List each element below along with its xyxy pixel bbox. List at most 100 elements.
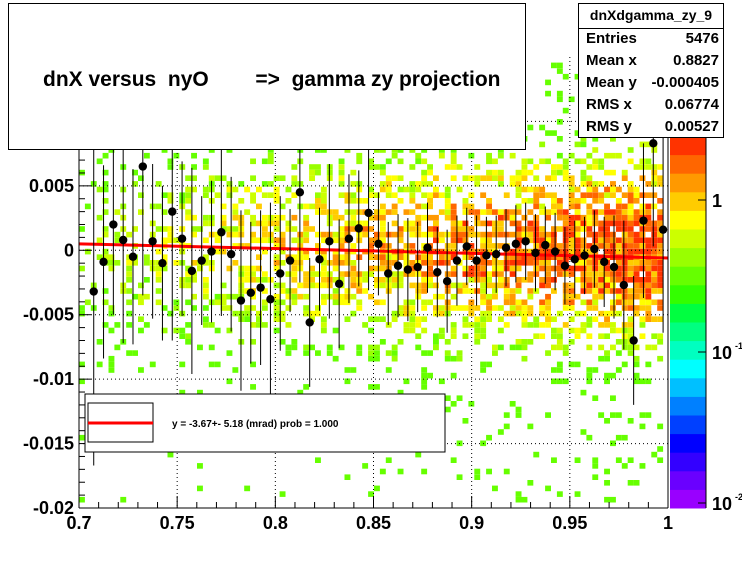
profile-point bbox=[207, 247, 216, 256]
profile-point bbox=[187, 266, 197, 276]
heatmap-cell bbox=[279, 491, 286, 497]
heatmap-cell bbox=[197, 389, 203, 396]
heatmap-cell bbox=[332, 299, 339, 306]
heatmap-cell bbox=[108, 254, 115, 260]
heatmap-cell bbox=[138, 192, 144, 198]
heatmap-cell bbox=[397, 186, 404, 193]
heatmap-cell bbox=[285, 305, 292, 311]
heatmap-cell bbox=[586, 434, 593, 441]
heatmap-cell bbox=[533, 265, 540, 272]
heatmap-cell bbox=[527, 169, 534, 176]
heatmap-cell bbox=[397, 175, 404, 181]
stats-histogram-name: dnXdgamma_zy_9 bbox=[589, 7, 713, 23]
heatmap-cell bbox=[580, 169, 587, 176]
heatmap-cell bbox=[503, 412, 510, 418]
heatmap-cell bbox=[574, 186, 581, 193]
heatmap-cell bbox=[291, 277, 298, 283]
heatmap-cell bbox=[515, 203, 522, 210]
heatmap-cell bbox=[102, 181, 109, 187]
heatmap-cell bbox=[315, 271, 321, 277]
heatmap-cell bbox=[244, 186, 251, 193]
heatmap-cell bbox=[627, 243, 634, 249]
heatmap-cell bbox=[244, 277, 251, 283]
heatmap-cell bbox=[397, 198, 404, 204]
heatmap-cell bbox=[421, 158, 428, 165]
heatmap-cell bbox=[403, 226, 410, 232]
heatmap-cell bbox=[509, 305, 516, 311]
fit-legend-box bbox=[84, 393, 446, 453]
heatmap-cell bbox=[379, 254, 386, 260]
heatmap-cell bbox=[592, 316, 599, 322]
heatmap-cell bbox=[515, 254, 522, 260]
heatmap-cell bbox=[138, 282, 144, 289]
heatmap-cell bbox=[627, 209, 634, 215]
heatmap-cell bbox=[256, 220, 262, 227]
heatmap-cell bbox=[202, 288, 209, 294]
colorbar-segment bbox=[670, 452, 706, 472]
heatmap-cell bbox=[261, 192, 268, 198]
heatmap-cell bbox=[374, 316, 380, 322]
heatmap-cell bbox=[202, 282, 209, 289]
heatmap-cell bbox=[261, 181, 268, 187]
heatmap-cell bbox=[598, 293, 605, 300]
heatmap-cell bbox=[415, 344, 422, 351]
heatmap-cell bbox=[350, 198, 357, 204]
heatmap-cell bbox=[320, 299, 327, 306]
heatmap-cell bbox=[633, 480, 640, 486]
heatmap-cell bbox=[639, 423, 646, 430]
heatmap-cell bbox=[556, 310, 563, 317]
heatmap-cell bbox=[568, 293, 575, 300]
heatmap-cell bbox=[639, 158, 646, 165]
heatmap-cell bbox=[480, 299, 487, 306]
heatmap-cell bbox=[627, 265, 634, 272]
heatmap-cell bbox=[291, 260, 298, 266]
heatmap-cell bbox=[480, 265, 487, 272]
heatmap-cell bbox=[645, 226, 652, 232]
heatmap-cell bbox=[551, 378, 557, 385]
heatmap-cell bbox=[155, 248, 162, 255]
heatmap-cell bbox=[273, 237, 280, 244]
heatmap-cell bbox=[120, 496, 127, 503]
heatmap-cell bbox=[527, 260, 534, 266]
heatmap-cell bbox=[492, 344, 498, 351]
heatmap-cell bbox=[462, 333, 469, 339]
heatmap-cell bbox=[527, 305, 534, 311]
heatmap-cell bbox=[651, 237, 658, 244]
heatmap-cell bbox=[379, 277, 386, 283]
heatmap-cell bbox=[615, 209, 622, 215]
heatmap-cell bbox=[527, 293, 534, 300]
heatmap-cell bbox=[551, 344, 557, 351]
heatmap-cell bbox=[226, 186, 233, 193]
heatmap-cell bbox=[562, 209, 569, 215]
heatmap-cell bbox=[338, 158, 345, 165]
heatmap-cell bbox=[273, 282, 280, 289]
heatmap-cell bbox=[368, 344, 374, 351]
heatmap-cell bbox=[273, 265, 280, 272]
heatmap-cell bbox=[138, 367, 144, 373]
profile-point bbox=[580, 251, 589, 260]
heatmap-cell bbox=[433, 310, 439, 317]
heatmap-cell bbox=[633, 310, 640, 317]
heatmap-cell bbox=[645, 344, 652, 351]
heatmap-cell bbox=[385, 243, 392, 249]
heatmap-cell bbox=[202, 220, 209, 227]
heatmap-cell bbox=[598, 282, 605, 289]
heatmap-cell bbox=[409, 226, 416, 232]
heatmap-cell bbox=[250, 231, 256, 238]
heatmap-cell bbox=[586, 181, 593, 187]
heatmap-cell bbox=[368, 350, 374, 356]
heatmap-cell bbox=[250, 214, 256, 221]
heatmap-cell bbox=[320, 186, 327, 193]
heatmap-cell bbox=[344, 260, 351, 266]
heatmap-cell bbox=[96, 186, 103, 193]
heatmap-cell bbox=[208, 344, 215, 351]
heatmap-cell bbox=[379, 231, 386, 238]
heatmap-cell bbox=[651, 248, 658, 255]
heatmap-cell bbox=[486, 310, 492, 317]
heatmap-cell bbox=[574, 361, 581, 368]
heatmap-cell bbox=[598, 198, 605, 204]
heatmap-cell bbox=[568, 198, 575, 204]
heatmap-cell bbox=[604, 282, 610, 289]
heatmap-cell bbox=[450, 243, 457, 249]
heatmap-cell bbox=[586, 248, 593, 255]
